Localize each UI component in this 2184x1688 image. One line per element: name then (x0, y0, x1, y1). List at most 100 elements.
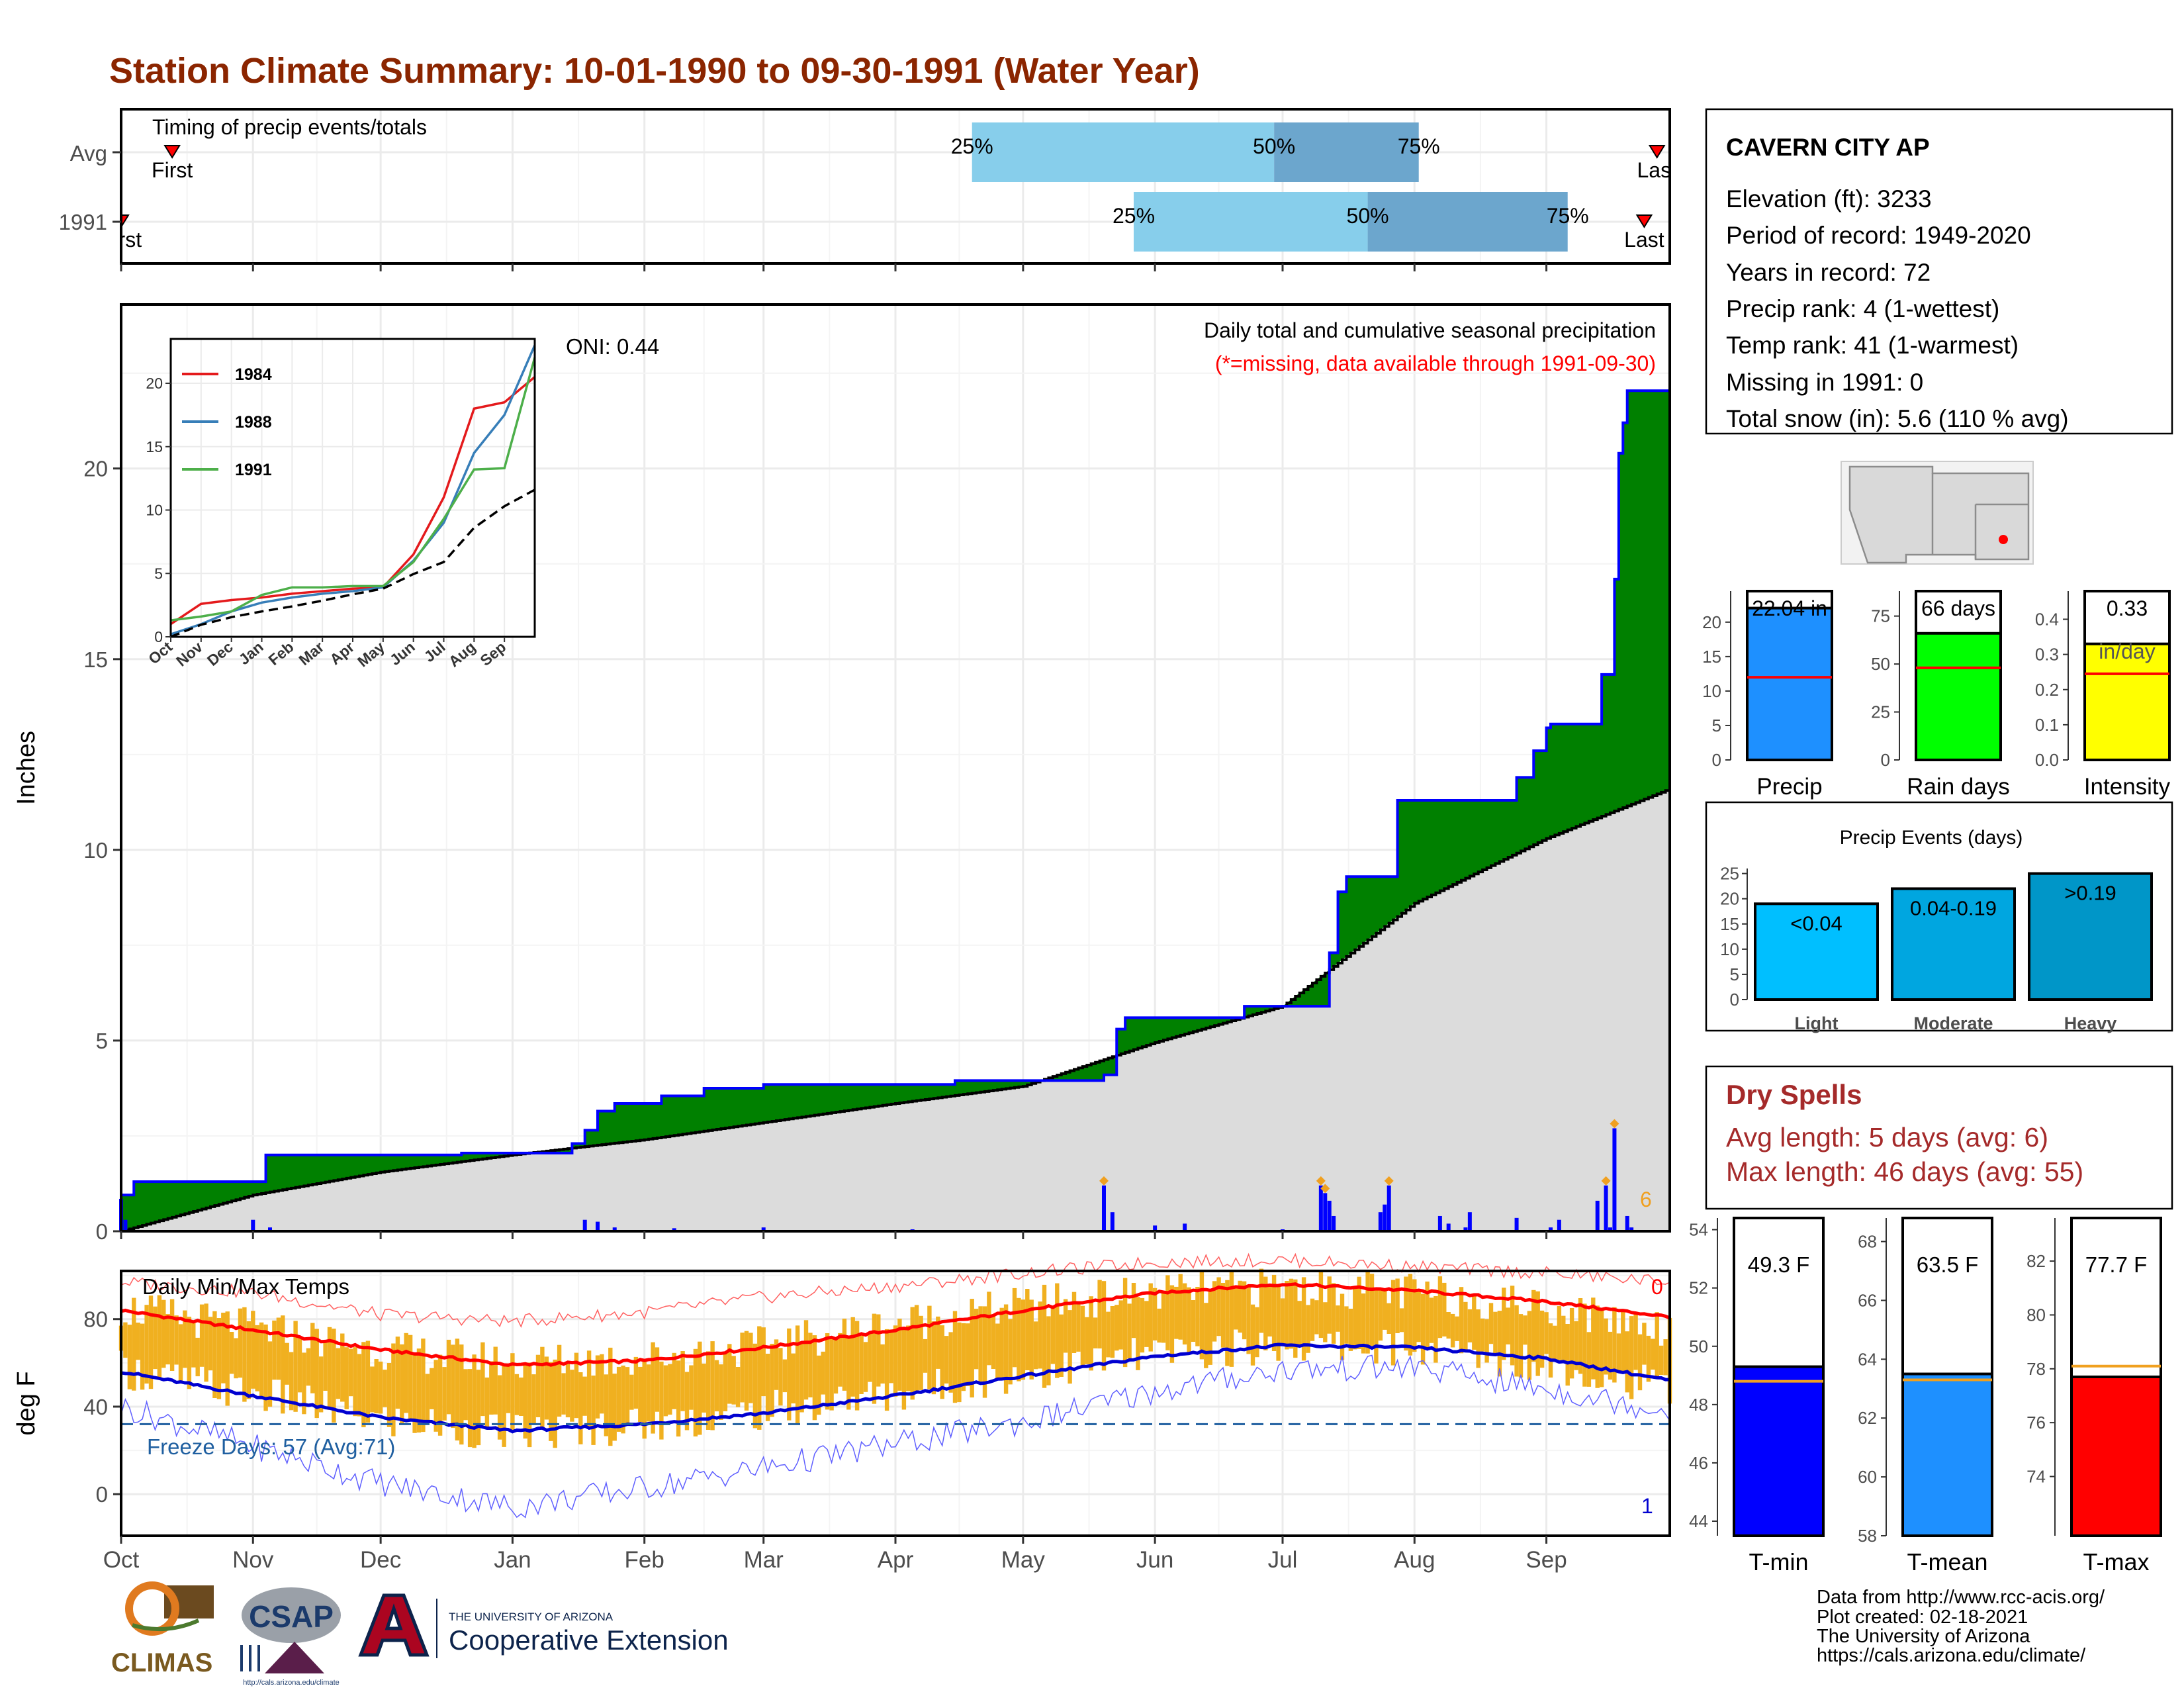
daily-temp-bar (646, 1364, 651, 1422)
daily-temp-bar (1080, 1305, 1085, 1368)
daily-temp-bar (1068, 1310, 1072, 1384)
daily-temp-bar (502, 1366, 506, 1447)
inset-x-tick-label: Feb (265, 638, 297, 669)
daily-temp-bar (336, 1348, 341, 1399)
summary-1-tick-label: 25 (1871, 702, 1890, 722)
csap-logo: CSAP http://cals.arizona.edu/climate (240, 1587, 341, 1687)
temp-summary-1-value-bar (1901, 1372, 1993, 1538)
daily-temp-bar (1042, 1284, 1047, 1388)
daily-temp-bar (348, 1348, 353, 1397)
temp-summary-1-tick-label: 66 (1858, 1290, 1877, 1310)
daily-temp-bar (1510, 1286, 1515, 1366)
inset-x-tick-label: Nov (173, 638, 206, 670)
inset-y-tick-label: 10 (146, 502, 163, 519)
daily-temp-bar (1195, 1287, 1200, 1346)
daily-temp-bar (1383, 1289, 1387, 1330)
daily-temp-bar (1021, 1299, 1026, 1380)
daily-temp-bar (293, 1321, 298, 1412)
daily-temp-bar (1174, 1286, 1179, 1339)
daily-temp-bar (421, 1338, 426, 1432)
daily-temp-bar (123, 1322, 128, 1358)
daily-temp-bar (1110, 1306, 1115, 1358)
month-tick-label: Oct (103, 1547, 140, 1573)
daily-temp-bar (535, 1354, 541, 1417)
daily-temp-bar (765, 1354, 770, 1421)
daily-precip-bar (1467, 1212, 1472, 1231)
summary-1-tick-label: 0 (1881, 750, 1890, 770)
daily-temp-bar (978, 1306, 983, 1382)
heavy-precip-marker (1099, 1176, 1109, 1186)
daily-temp-bar (1502, 1288, 1506, 1360)
daily-temp-bar (842, 1319, 847, 1391)
inset-avg-line (170, 489, 535, 638)
inset-legend-label: 1988 (235, 413, 272, 432)
daily-temp-bar (940, 1325, 944, 1399)
heavy-precip-marker (1384, 1176, 1394, 1186)
temp-summary-1-tick-label: 68 (1858, 1232, 1877, 1252)
daily-temp-bar (1178, 1274, 1183, 1340)
daily-temp-bar (1259, 1268, 1264, 1333)
summary-2-tick-label: 0.0 (2035, 750, 2059, 770)
ua-logo-a-shape (358, 1593, 430, 1657)
daily-temp-bar (1157, 1308, 1161, 1343)
summary-bar-charts: 0 5 10 15 20 22.04 in Precip 0 25 50 75 66 days Rain… (1702, 590, 2171, 800)
daily-temp-bar (1029, 1299, 1034, 1380)
station-line-missing: Missing in 1991: 0 (1726, 369, 1923, 396)
daily-temp-bar (1327, 1276, 1332, 1334)
daily-temp-bar (1412, 1279, 1417, 1352)
daily-temp-bar (663, 1365, 668, 1417)
temp-summary-category-label: T-max (2083, 1548, 2149, 1575)
daily-temp-bar (433, 1360, 438, 1432)
daily-temp-bar (1433, 1296, 1438, 1363)
daily-temp-bar (412, 1354, 417, 1433)
station-line-snow: Total snow (in): 5.6 (110 % avg) (1726, 405, 2069, 432)
timing-row-label-year: 1991 (59, 210, 107, 234)
daily-temp-bar (1569, 1308, 1574, 1379)
daily-temp-bar (659, 1361, 664, 1440)
daily-temp-bar (1450, 1313, 1455, 1348)
daily-temp-bar (519, 1378, 523, 1416)
daily-temp-bar (310, 1323, 315, 1393)
inset-x-tick-label: Jan (236, 638, 267, 668)
daily-temp-bar (1642, 1323, 1647, 1365)
daily-temp-bar (383, 1370, 387, 1407)
heavy-precip-marker (1316, 1176, 1326, 1186)
daily-temp-bar (1182, 1283, 1187, 1345)
temp-summary-2-tick-label: 78 (2026, 1359, 2046, 1379)
daily-precip-bar (1629, 1227, 1634, 1231)
daily-precip-bar (1557, 1219, 1561, 1231)
precip-y-tick-label: 0 (96, 1219, 108, 1244)
inset-x-tick-label: Oct (145, 638, 175, 668)
events-bar (1891, 887, 2016, 1002)
daily-temp-bar (549, 1362, 553, 1441)
daily-temp-bar (437, 1354, 443, 1436)
csap-logo-cloud (242, 1587, 341, 1643)
daily-temp-bar (1539, 1310, 1545, 1368)
daily-temp-bar (455, 1338, 460, 1441)
daily-temp-bar (812, 1335, 817, 1421)
temp-summary-value-label: 77.7 F (2085, 1252, 2148, 1277)
summary-0-tick-label: 0 (1712, 750, 1721, 770)
daily-temp-bar (1271, 1274, 1277, 1351)
temp-y-tick-label: 0 (96, 1482, 108, 1507)
daily-temp-bar (1629, 1316, 1634, 1399)
daily-temp-bar (1484, 1319, 1489, 1363)
daily-precip-bar (1327, 1200, 1332, 1231)
daily-precip-bar (1446, 1223, 1451, 1231)
events-y-tick-label: 15 (1720, 914, 1739, 934)
daily-temp-bar (344, 1347, 349, 1409)
ua-logo-large-text: Cooperative Extension (449, 1624, 729, 1656)
daily-temp-bar (1267, 1284, 1272, 1336)
daily-temp-bar (604, 1374, 609, 1436)
daily-temp-bar (178, 1324, 183, 1381)
daily-temp-bar (1544, 1312, 1549, 1354)
daily-temp-bar (1306, 1305, 1310, 1353)
daily-temp-bar (1136, 1297, 1140, 1370)
daily-temp-bar (1238, 1280, 1242, 1333)
daily-temp-bar (752, 1343, 758, 1429)
daily-temp-bar (1637, 1334, 1643, 1391)
daily-precip-bar (251, 1219, 255, 1231)
daily-temp-bar (591, 1376, 596, 1445)
daily-temp-bar (1050, 1308, 1056, 1364)
inset-series-line (170, 376, 536, 626)
